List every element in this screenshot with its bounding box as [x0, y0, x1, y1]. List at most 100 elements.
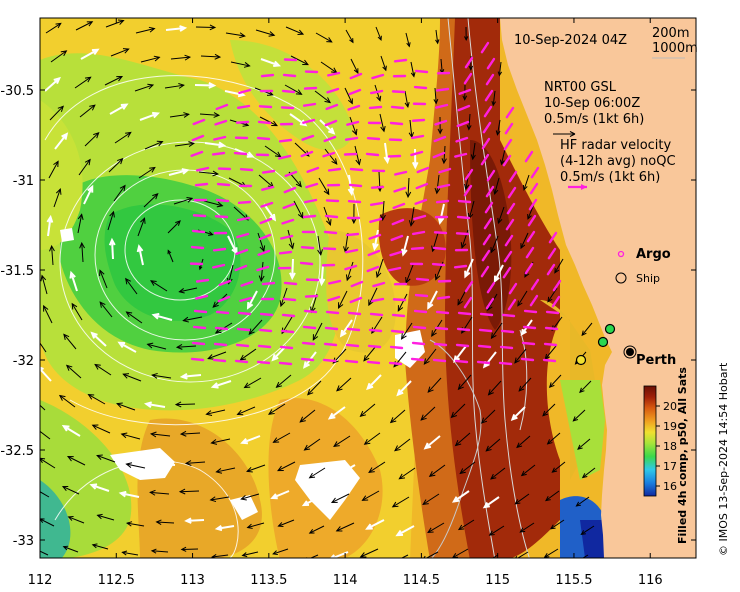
- current-arrow: [333, 435, 351, 447]
- current-arrowhead: [466, 124, 472, 131]
- hf-radar-arrow: [391, 313, 406, 318]
- colorbar-ticks: 20 19 18 17 16: [656, 400, 677, 493]
- current-arrowhead: [462, 95, 468, 101]
- map-plot-area: [34, 18, 696, 558]
- current-arrow: [544, 548, 559, 558]
- current-arrowhead: [274, 151, 282, 158]
- current-arrow: [468, 200, 475, 219]
- hf-radar-arrow: [542, 358, 557, 363]
- currents-time-label: 10-Sep 06:00Z: [544, 96, 640, 111]
- current-arrowhead: [96, 513, 103, 520]
- current-arrow: [422, 493, 440, 505]
- hf-radar-arrow: [239, 296, 253, 303]
- hf-radar-arrow: [484, 89, 494, 102]
- hf-radar-arrow: [258, 233, 272, 241]
- hf-radar-arrow: [482, 233, 492, 246]
- current-arrowhead: [184, 54, 192, 61]
- current-arrowhead: [91, 424, 99, 430]
- x-tick-label: 115.5: [555, 573, 592, 588]
- current-arrow: [138, 167, 156, 179]
- current-arrowhead: [90, 331, 98, 339]
- current-arrowhead: [331, 158, 338, 165]
- current-arrowhead: [349, 38, 354, 44]
- current-arrow: [410, 61, 415, 77]
- current-arrowhead: [89, 104, 96, 111]
- hf-radar-arrow: [464, 280, 474, 293]
- ship-marker[interactable]: [604, 323, 616, 335]
- hf-radar-arrow: [190, 245, 205, 250]
- current-arrow: [97, 514, 115, 521]
- hf-radar-arrow: [392, 202, 406, 210]
- hf-radar-arrow: [218, 279, 232, 287]
- current-arrowhead: [93, 132, 100, 139]
- hf-radar-arrow: [256, 136, 271, 141]
- current-arrowhead: [211, 553, 217, 558]
- current-arrowhead: [116, 402, 123, 409]
- current-arrow: [179, 490, 200, 493]
- current-arrow: [490, 235, 499, 253]
- hf-radar-vectors: [189, 41, 562, 366]
- current-arrowhead: [213, 112, 221, 118]
- current-arrowhead: [55, 187, 62, 195]
- current-arrowhead: [183, 112, 190, 118]
- current-arrow: [515, 493, 530, 505]
- current-arrow: [315, 32, 332, 43]
- current-arrow: [143, 193, 159, 208]
- hf-radar-arrow: [455, 343, 470, 348]
- hf-radar-arrow: [454, 152, 468, 158]
- hf-radar-arrow: [322, 151, 336, 158]
- hf-radar-arrow: [411, 230, 426, 236]
- hf-radar-arrow: [261, 281, 276, 286]
- current-arrowhead: [246, 523, 253, 529]
- current-arrow: [225, 32, 245, 37]
- current-arrow: [118, 341, 137, 353]
- ship-marker[interactable]: [597, 336, 609, 348]
- current-arrowhead: [210, 439, 218, 445]
- date-label: 10-Sep-2024 04Z: [514, 33, 627, 48]
- hf-radar-arrow: [485, 185, 495, 198]
- ship-marker[interactable]: [575, 354, 587, 366]
- current-arrowhead: [62, 545, 69, 551]
- current-arrowhead: [53, 160, 59, 168]
- current-arrowhead: [499, 159, 505, 166]
- current-arrow: [181, 432, 201, 435]
- hf-radar-arrow: [281, 218, 295, 225]
- current-arrowhead: [179, 430, 187, 437]
- hf-radar-arrow: [457, 199, 472, 204]
- current-arrow: [516, 435, 531, 448]
- hf-radar-arrow: [301, 341, 316, 346]
- current-arrow: [293, 200, 304, 219]
- current-arrowhead: [297, 212, 304, 219]
- current-arrow: [380, 55, 387, 71]
- current-arrowhead: [207, 354, 214, 360]
- current-arrow: [577, 438, 591, 450]
- hf-radar-arrow: [507, 298, 517, 311]
- current-arrow: [110, 48, 129, 57]
- current-arrow: [581, 322, 593, 336]
- hf-radar-arrow: [486, 57, 496, 70]
- current-arrow: [63, 334, 77, 350]
- current-arrowhead: [327, 412, 336, 420]
- current-arrow: [273, 548, 289, 555]
- current-arrow: [241, 493, 260, 500]
- current-arrowhead: [497, 71, 503, 77]
- current-arrowhead: [437, 216, 445, 225]
- current-arrowhead: [323, 188, 330, 196]
- hf-radar-arrow: [504, 122, 514, 135]
- current-arrowhead: [289, 272, 296, 281]
- current-arrow: [247, 522, 265, 529]
- current-arrowhead: [34, 488, 39, 492]
- current-arrowhead: [208, 82, 217, 89]
- current-arrow: [139, 112, 159, 121]
- current-arrow: [439, 203, 445, 223]
- hf-radar-arrow: [281, 89, 296, 94]
- hf-radar-arrow: [431, 262, 446, 267]
- current-arrow: [203, 200, 223, 207]
- current-arrowhead: [345, 274, 352, 282]
- hf-radar-arrow: [413, 214, 427, 221]
- current-arrow: [268, 403, 286, 415]
- hf-radar-arrow: [505, 106, 515, 119]
- hf-radar-arrow: [546, 263, 556, 276]
- current-arrow: [494, 177, 500, 195]
- current-arrowhead: [326, 37, 333, 43]
